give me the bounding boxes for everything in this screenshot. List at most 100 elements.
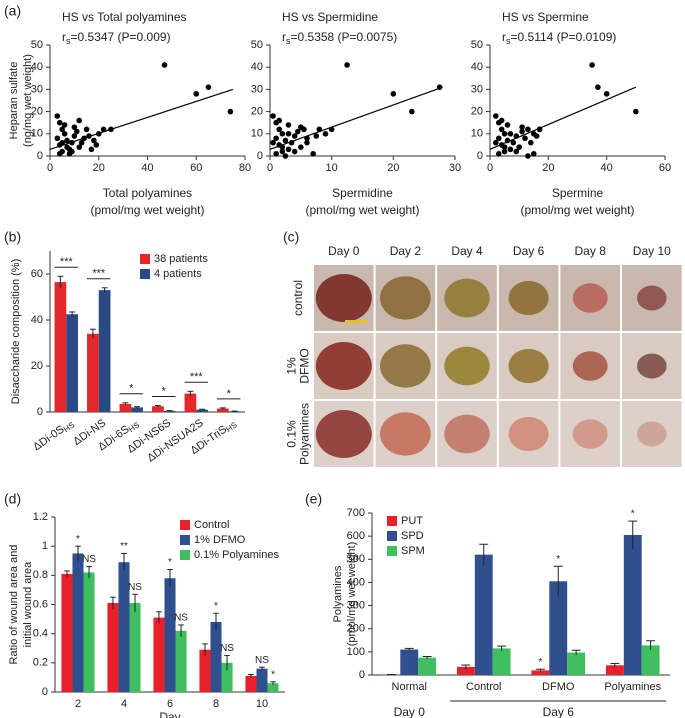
point — [285, 122, 292, 128]
point — [493, 139, 499, 146]
point — [205, 84, 212, 90]
y-tick-label: 10 — [31, 128, 43, 140]
point — [344, 62, 350, 68]
significance-label: NS — [220, 643, 234, 654]
bar — [641, 645, 660, 675]
y-tick-label: 0 — [359, 669, 365, 681]
point — [530, 131, 537, 137]
point — [310, 150, 316, 157]
point — [501, 144, 508, 150]
bar — [72, 553, 84, 692]
bar — [66, 314, 78, 412]
y-tick-label: 10 — [251, 128, 263, 140]
significance-label: * — [129, 383, 134, 395]
bar — [153, 617, 165, 692]
x-tick-label: 20 — [93, 162, 105, 174]
legend-label: SPM — [401, 545, 425, 557]
point — [495, 150, 502, 157]
point — [304, 139, 310, 146]
point — [282, 153, 289, 159]
point — [510, 139, 517, 146]
fit-line — [489, 86, 637, 150]
y-tick-label: 0 — [37, 150, 43, 162]
bar — [184, 393, 197, 412]
point — [100, 126, 107, 133]
stat-text: =0.5114 (P=0.0109) — [511, 30, 617, 44]
significance-label: NS — [255, 655, 269, 666]
error-bar — [219, 407, 226, 410]
row-label: Polyamines — [298, 403, 312, 465]
column-label: Day 2 — [390, 244, 422, 258]
y-axis-label: Ratio of wound area and — [8, 545, 20, 665]
legend-label: PUT — [401, 515, 423, 527]
panel-label: (a) — [4, 3, 21, 19]
y-tick-label: 50 — [31, 39, 43, 51]
point — [493, 113, 499, 119]
significance-label: *** — [60, 256, 74, 268]
bar — [119, 403, 132, 412]
stat-text: =0.5347 (P=0.009) — [71, 30, 171, 44]
bar — [164, 578, 176, 692]
bar — [531, 670, 550, 675]
point — [528, 139, 534, 146]
y-tick-label: 60 — [31, 268, 43, 280]
y-tick-label: 20 — [31, 106, 43, 118]
point — [279, 144, 286, 150]
bar — [131, 407, 143, 412]
legend-swatch — [180, 550, 190, 560]
error-bar — [75, 545, 81, 561]
category-name: Normal — [392, 681, 427, 693]
point — [294, 128, 301, 135]
column-label: Day 8 — [575, 244, 607, 258]
scale-bar — [345, 320, 367, 323]
y-tick-label: 50 — [251, 39, 263, 51]
point — [513, 148, 520, 155]
point — [193, 91, 200, 97]
x-tick-label: 8 — [213, 698, 219, 710]
point — [409, 108, 415, 115]
bar — [418, 657, 437, 675]
point — [276, 117, 283, 124]
point — [61, 122, 68, 128]
error-bar — [610, 662, 620, 668]
x-tick-label: 30 — [449, 162, 461, 174]
wound — [508, 280, 549, 316]
point — [536, 126, 543, 133]
x-axis-label: Day — [159, 710, 180, 718]
point — [507, 131, 514, 137]
x-tick-label: 6 — [167, 698, 173, 710]
category-name: DFMO — [542, 681, 575, 693]
error-bar — [122, 402, 129, 406]
x-axis-label: (pmol/mg wet weight) — [90, 203, 204, 217]
bar — [623, 534, 642, 675]
x-tick-label: 10 — [256, 698, 268, 710]
error-bar — [535, 668, 545, 672]
error-bar — [64, 570, 70, 577]
category-name: 8 — [213, 698, 219, 710]
error-bar — [167, 569, 173, 587]
error-bar — [110, 596, 116, 609]
stat-symbol: r — [282, 30, 286, 44]
x-tick-label: 60 — [190, 162, 202, 174]
error-bar — [224, 655, 230, 671]
bar — [98, 290, 111, 412]
bar — [196, 409, 208, 412]
point — [530, 150, 537, 157]
y-tick-label: 0.6 — [33, 598, 48, 610]
point — [313, 133, 320, 139]
significance-label: * — [214, 601, 218, 612]
y-tick-label: 30 — [471, 83, 483, 95]
bar — [256, 668, 268, 692]
row-label: control — [291, 280, 305, 316]
y-tick-label: 20 — [31, 360, 43, 372]
point — [603, 91, 610, 97]
legend-label: 0.1% Polyamines — [194, 549, 279, 561]
point — [108, 126, 114, 133]
column-label: Day 0 — [328, 244, 360, 258]
error-bar — [89, 328, 96, 339]
error-bar — [202, 643, 208, 656]
point — [56, 119, 63, 126]
y-tick-label: 30 — [31, 83, 43, 95]
error-bar — [156, 611, 162, 624]
point — [291, 133, 298, 139]
